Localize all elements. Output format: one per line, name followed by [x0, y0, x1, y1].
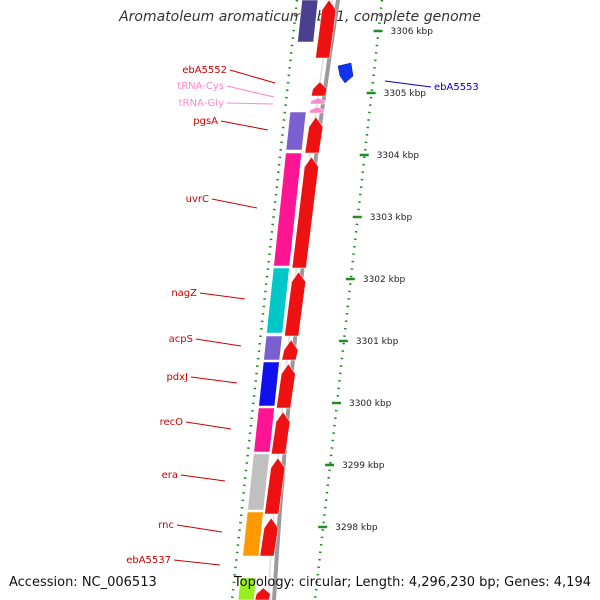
- gene-label: rnc: [158, 520, 174, 531]
- reverse-gene-arrow: [337, 62, 354, 84]
- forward-gene-arrow: [254, 587, 271, 600]
- gene-label: ebA5537: [126, 555, 171, 566]
- accession-text: Accession: NC_006513: [9, 575, 157, 590]
- ruler-tick-label: 3303 kbp: [370, 213, 413, 223]
- cog-block: [297, 0, 319, 43]
- label-leader: [384, 80, 432, 88]
- gene-label: ebA5553: [434, 82, 479, 93]
- label-leader: [185, 421, 232, 430]
- cog-block: [285, 111, 307, 151]
- reverse-strand-genes: [337, 62, 354, 84]
- label-leader: [220, 120, 269, 131]
- label-leader: [195, 338, 242, 347]
- forward-gene-arrow: [304, 116, 324, 154]
- forward-gene-arrow: [276, 363, 296, 409]
- label-leader: [176, 524, 223, 533]
- ruler-ticks: 3306 kbp 3305 kbp 3304 kbp 3303 kbp 3302 kbp…: [318, 27, 433, 533]
- topology-text: Topology: circular; Length: 4,296,230 bp…: [233, 575, 591, 590]
- forward-gene-arrow: [281, 339, 299, 361]
- cog-block: [237, 577, 257, 600]
- ruler-tick-label: 3299 kbp: [342, 461, 385, 471]
- forward-gene-arrow: [291, 156, 319, 269]
- inner-ruler-line: [230, 0, 299, 600]
- label-leader: [190, 376, 238, 384]
- cog-block: [253, 407, 275, 453]
- label-leader-lines: [173, 69, 432, 566]
- ruler-tick-label: 3298 kbp: [335, 523, 378, 533]
- gene-label: tRNA-Cys: [177, 81, 224, 92]
- ruler-tick-label: 3305 kbp: [384, 89, 427, 99]
- gene-label: uvrC: [186, 194, 209, 205]
- label-leader: [226, 102, 274, 105]
- forward-gene-arrow: [309, 106, 325, 114]
- label-leader: [199, 292, 246, 300]
- outer-ruler-line: [313, 0, 384, 600]
- forward-gene-arrow: [315, 0, 337, 59]
- ruler-tick-label: 3301 kbp: [356, 337, 399, 347]
- gene-label: era: [162, 470, 178, 481]
- label-leader: [173, 559, 221, 566]
- gene-label: nagZ: [171, 288, 197, 299]
- forward-strand-genes: [254, 0, 337, 600]
- cog-block: [266, 267, 290, 334]
- gene-label: ebA5552: [182, 65, 227, 76]
- gene-label: tRNA-Gly: [179, 98, 224, 109]
- gene-label: pgsA: [193, 116, 218, 127]
- gene-label: recO: [160, 417, 184, 428]
- gene-label: acpS: [169, 334, 193, 345]
- cog-block: [242, 511, 264, 557]
- forward-gene-arrow: [259, 517, 279, 557]
- ruler-tick-label: 3302 kbp: [363, 275, 406, 285]
- ruler-tick-label: 3304 kbp: [377, 151, 420, 161]
- label-leader: [226, 85, 275, 98]
- forward-gene-arrow: [284, 271, 306, 337]
- cog-block: [247, 453, 270, 511]
- cog-block: [263, 335, 283, 361]
- forward-gene-arrow: [310, 81, 328, 97]
- cog-block: [258, 361, 280, 407]
- ruler-tick-label: 3306 kbp: [391, 27, 434, 37]
- label-leader: [211, 198, 258, 209]
- label-leader: [229, 69, 276, 84]
- gene-label: pdxJ: [166, 372, 188, 383]
- ruler-tick-label: 3300 kbp: [349, 399, 392, 409]
- cog-block: [273, 152, 303, 267]
- gene-labels: ebA5552 tRNA-Cys tRNA-Gly pgsA uvrC nagZ acpS p…: [126, 65, 479, 566]
- cog-category-track: [237, 0, 319, 600]
- label-leader: [180, 474, 226, 482]
- forward-gene-arrow: [310, 97, 326, 105]
- ruler-dotted-lines: [230, 0, 384, 600]
- forward-gene-arrow: [264, 457, 286, 515]
- forward-gene-arrow: [271, 411, 291, 455]
